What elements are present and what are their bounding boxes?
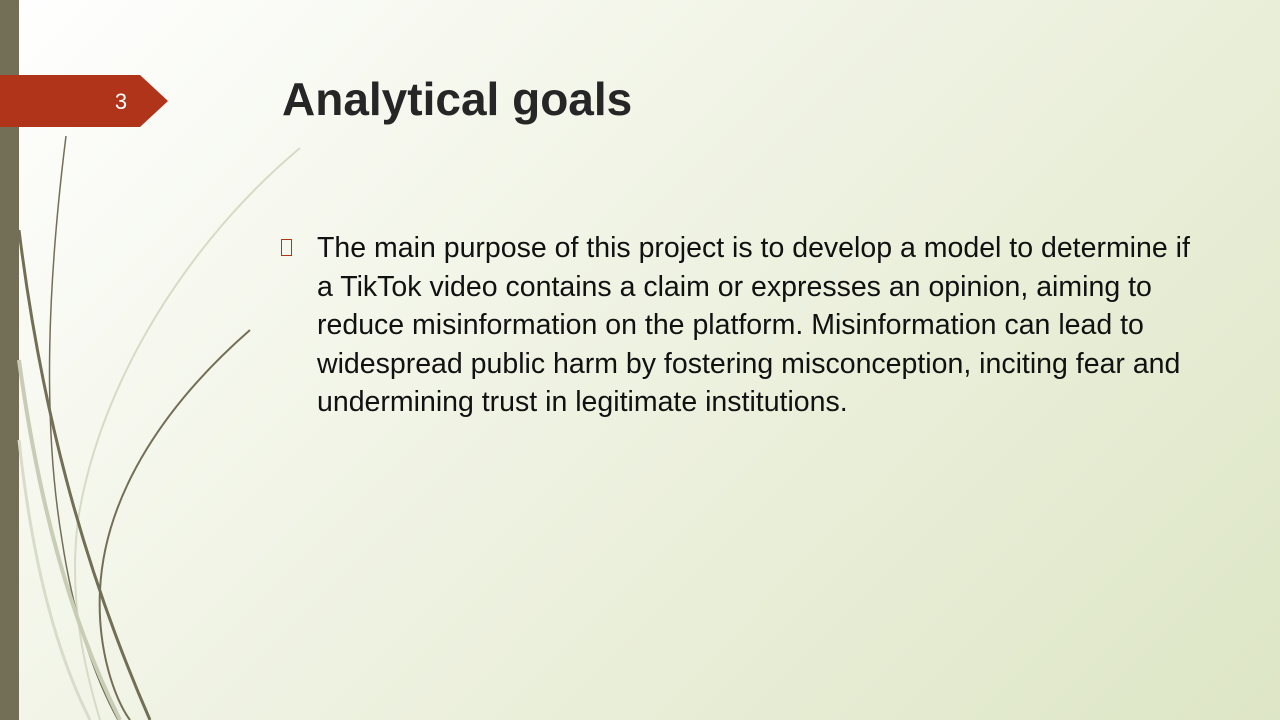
bullet-text: The main purpose of this project is to d… [317, 232, 1190, 418]
slide-number-tab [0, 75, 168, 127]
bullet-list: The main purpose of this project is to d… [280, 229, 1200, 422]
slide-title: Analytical goals [282, 70, 632, 128]
bullet-item: The main purpose of this project is to d… [280, 229, 1200, 422]
square-bullet-icon [281, 239, 292, 256]
slide-number: 3 [108, 88, 134, 116]
